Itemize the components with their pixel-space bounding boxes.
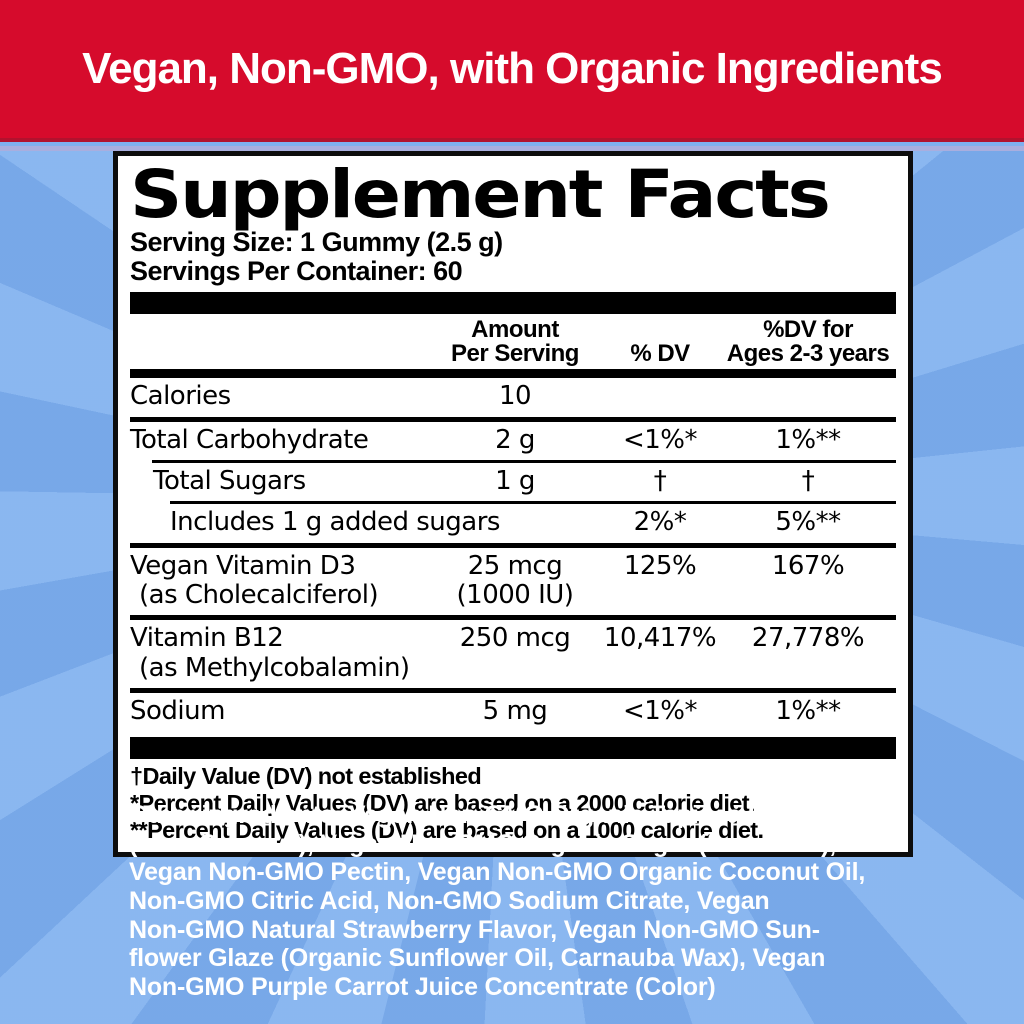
ingredients-line: (from Cassava), Vegan Non-GMO Organic Su… bbox=[129, 829, 836, 858]
header-percent-dv: % DV bbox=[630, 340, 690, 368]
footnote-1000-calorie: **Percent Daily Values (DV) are based on… bbox=[130, 816, 764, 843]
footnotes-block: †Daily Value (DV) not established *Perce… bbox=[130, 763, 896, 844]
servings-per-container-text: Servings Per Container: 60 bbox=[130, 255, 463, 286]
table-row-vitamin-b12: Vitamin B12 (as Methylcobalamin) 250 mcg… bbox=[130, 623, 865, 683]
rule bbox=[130, 615, 896, 621]
table-row-sodium: Sodium 5 mg <1%* 1%** bbox=[130, 696, 841, 727]
footnote-2000-calorie: *Percent Daily Values (DV) are based on … bbox=[130, 789, 756, 816]
supplement-facts-panel: Supplement Facts Serving Size: 1 Gummy (… bbox=[113, 151, 913, 857]
supplement-facts-title: Supplement Facts bbox=[130, 156, 831, 233]
serving-size-text: Serving Size: 1 Gummy (2.5 g) bbox=[130, 227, 503, 257]
column-header-row: Amount Per Serving % DV %DV for Ages 2-3… bbox=[130, 314, 896, 369]
table-row-total-sugars: Total Sugars 1 g † † bbox=[153, 465, 815, 496]
table-row-vitamin-d3: Vegan Vitamin D3 (as Cholecalciferol) 25… bbox=[130, 550, 845, 611]
ingredients-line: Vegan Non-GMO Pectin, Vegan Non-GMO Orga… bbox=[129, 858, 866, 887]
ingredients-line: Non-GMO Natural Strawberry Flavor, Vegan… bbox=[129, 915, 820, 944]
ingredients-line: Other ingredients: Vegan Non-GMO Organic… bbox=[129, 801, 818, 829]
table-row-calories: Calories 10 bbox=[130, 381, 532, 412]
footnote-dagger: †Daily Value (DV) not established bbox=[130, 762, 482, 789]
ingredients-line: Non-GMO Purple Carrot Juice Concentrate … bbox=[129, 972, 716, 1001]
rule bbox=[130, 688, 896, 694]
rule bbox=[130, 542, 896, 548]
top-thick-rule bbox=[130, 292, 896, 315]
top-claim-banner: Vegan, Non-GMO, with Organic Ingredients bbox=[0, 0, 1024, 142]
banner-divider-strip bbox=[0, 146, 1024, 151]
claim-banner-text: Vegan, Non-GMO, with Organic Ingredients bbox=[82, 44, 943, 93]
header-percent-dv-ages: %DV for Ages 2-3 years bbox=[726, 316, 890, 368]
rule bbox=[130, 416, 896, 422]
table-row-total-carbohydrate: Total Carbohydrate 2 g <1%* 1%** bbox=[130, 424, 841, 455]
header-amount-per-serving: Amount Per Serving bbox=[451, 316, 579, 368]
header-rule bbox=[130, 369, 896, 379]
bottom-thick-rule bbox=[130, 736, 896, 759]
table-row-added-sugars: Includes 1 g added sugars 2%* 5%** bbox=[170, 507, 841, 538]
other-ingredients-block: Other ingredients: Vegan Non-GMO Organic… bbox=[129, 801, 919, 1001]
rule-indented bbox=[152, 459, 896, 463]
ingredients-line: Non-GMO Citric Acid, Non-GMO Sodium Citr… bbox=[129, 886, 770, 915]
rule-indented bbox=[170, 501, 896, 505]
ingredients-line: flower Glaze (Organic Sunflower Oil, Car… bbox=[129, 944, 826, 973]
